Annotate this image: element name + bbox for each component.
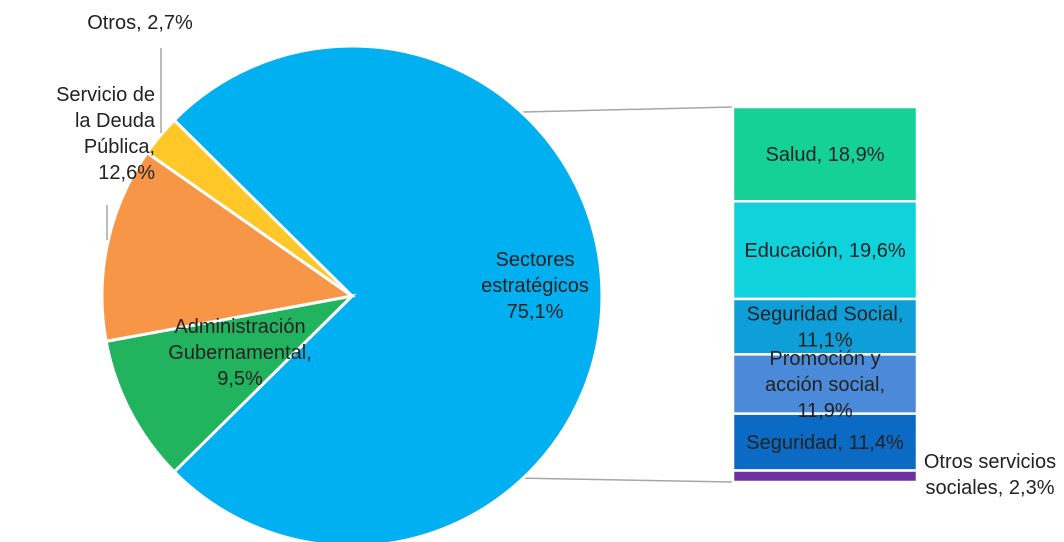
breakdown-bars <box>731 105 919 484</box>
label-servicio-de-la-deuda-publica: Servicio de la Deuda Pública, 12,6% <box>56 84 156 184</box>
data-labels: Sectores estratégicos 75,1% Administración G… <box>56 12 1056 499</box>
bar-educacion <box>731 200 919 301</box>
leader-lines <box>106 48 162 240</box>
label-salud: Salud, 18,9% <box>766 144 885 166</box>
bar-promocion-y-accion-social <box>731 353 919 415</box>
slice-servicio-de-la-deuda-publica <box>100 150 356 344</box>
label-sectores-estrategicos: Sectores estratégicos 75,1% <box>481 249 589 323</box>
label-promocion-y-accion-social: Promoción y acción social, 11,9% <box>765 348 885 422</box>
slice-administracion-gubernamental <box>104 293 357 474</box>
label-otros-servicios-sociales: Otros servicios sociales, 2,3% <box>924 451 1056 499</box>
bar-salud <box>731 105 919 203</box>
bar-seguridad <box>731 412 919 472</box>
bar-otros-servicios-sociales <box>731 469 919 484</box>
bar-seguridad-social <box>731 297 919 356</box>
label-seguridad: Seguridad, 11,4% <box>746 432 904 454</box>
label-otros: Otros, 2,7% <box>87 12 193 34</box>
label-educacion: Educación, 19,6% <box>744 240 905 262</box>
label-administracion-gubernamental: Administración Gubernamental, 9,5% <box>168 316 311 390</box>
pie-slices <box>100 44 604 542</box>
slice-otros <box>145 118 354 298</box>
label-seguridad-social: Seguridad Social, 11,1% <box>747 304 904 352</box>
slice-sectores-estrategicos <box>172 44 604 542</box>
